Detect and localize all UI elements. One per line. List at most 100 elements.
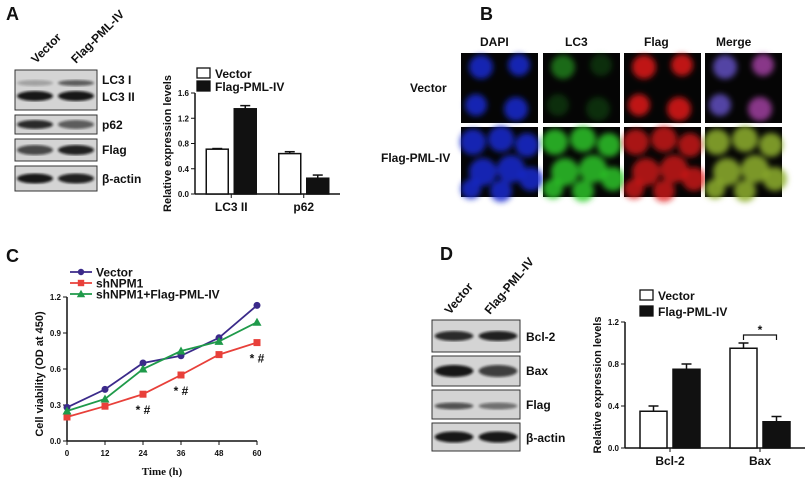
y-tick-label: 0.0 (608, 444, 620, 453)
row-label: Vector (410, 81, 447, 95)
cell-group (623, 126, 706, 202)
blot-label: Bax (526, 364, 548, 378)
blot-label: p62 (102, 118, 123, 132)
category-label: Bax (749, 454, 771, 468)
data-point (62, 406, 72, 415)
blot-label: Flag (526, 398, 551, 412)
blot-strip (14, 114, 98, 135)
significance-marker: * # (174, 384, 189, 398)
significance-marker: * (758, 323, 763, 337)
cell (623, 129, 649, 155)
cell (752, 54, 774, 76)
cell (590, 54, 612, 76)
cell-group (704, 126, 787, 202)
data-point (101, 385, 109, 393)
cell (748, 97, 772, 121)
blot-band (16, 80, 54, 86)
cell (624, 179, 644, 199)
blot-band (16, 91, 54, 101)
y-tick-label: 0.8 (178, 140, 190, 149)
blot-band (57, 91, 95, 101)
cell (628, 94, 650, 116)
y-tick-label: 0.0 (50, 437, 62, 446)
panel-label-a: A (6, 4, 19, 24)
y-tick-label: 1.2 (178, 114, 190, 123)
category-label: Bcl-2 (655, 454, 685, 468)
blot-band (16, 145, 54, 155)
cell-group (628, 54, 693, 121)
panel-label-c: C (6, 246, 19, 266)
cell (660, 155, 688, 183)
panel-label-b: B (480, 4, 493, 24)
y-axis-label: Relative expression levels (592, 317, 604, 454)
y-tick-label: 0.8 (608, 360, 620, 369)
legend-label: Flag-PML-IV (658, 305, 727, 319)
cell (741, 155, 769, 183)
blot-band (478, 402, 518, 410)
y-tick-label: 0.9 (50, 329, 62, 338)
legend-label: Vector (96, 266, 133, 280)
cell (551, 55, 575, 79)
cell (704, 129, 730, 155)
data-point (76, 289, 86, 298)
legend-label: Flag-PML-IV (215, 80, 284, 94)
y-tick-label: 0.6 (50, 365, 62, 374)
cell (504, 97, 528, 121)
bar (205, 148, 229, 195)
x-axis-label: Time (h) (142, 466, 183, 478)
cell-group (465, 54, 530, 121)
cell (671, 54, 693, 76)
cell (682, 167, 706, 191)
blot-label: β-actin (102, 172, 141, 186)
cell (547, 94, 569, 116)
x-tick-label: 24 (139, 449, 148, 458)
bar (729, 347, 758, 449)
blot-label: β-actin (526, 431, 565, 445)
cell (601, 167, 625, 191)
panel-label-d: D (440, 244, 453, 264)
cell (586, 97, 610, 121)
microscopy-grid (460, 53, 787, 202)
bar (233, 108, 257, 195)
lane-label: Flag-PML-IV (68, 7, 127, 66)
bar-chart-d: 0.0 0.4 0.8 1.2 Relative expression levels Bc… (592, 289, 805, 468)
data-point (177, 371, 185, 379)
blot-label: Bcl-2 (526, 330, 556, 344)
x-tick-label: 36 (177, 449, 186, 458)
data-point (100, 394, 110, 403)
legend-swatch (196, 80, 211, 92)
data-point (252, 317, 262, 326)
significance-bracket (742, 334, 778, 340)
cell (461, 179, 481, 199)
western-blot-a (14, 69, 98, 192)
data-point (101, 402, 109, 410)
bar (762, 421, 791, 449)
cell (579, 155, 607, 183)
y-tick-label: 0.4 (178, 165, 190, 174)
cell (543, 179, 563, 199)
y-tick-label: 0.4 (608, 402, 620, 411)
legend-swatch (196, 67, 211, 79)
row-label: Flag-PML-IV (381, 151, 450, 165)
y-tick-label: 0.3 (50, 401, 62, 410)
bar (639, 410, 668, 449)
blot-band (478, 331, 518, 341)
series-line (66, 341, 258, 418)
cell (734, 180, 756, 202)
blot-band (434, 402, 474, 410)
cell (497, 155, 525, 183)
legend-swatch (639, 289, 654, 301)
blot-band (16, 120, 54, 129)
x-tick-label: 0 (65, 449, 70, 458)
y-tick-label: 1.6 (178, 89, 190, 98)
data-point (176, 346, 186, 355)
legend-label: shNPM1 (96, 277, 144, 291)
blot-band (478, 365, 518, 377)
cell (488, 126, 514, 152)
bar-chart-a: 0.0 0.4 0.8 1.2 1.6 Relative expression level… (162, 67, 340, 214)
column-header: LC3 (565, 35, 588, 49)
significance-marker: * # (250, 352, 265, 366)
blot-label: LC3 I (102, 73, 131, 87)
cell (515, 133, 539, 157)
bar (672, 368, 701, 449)
